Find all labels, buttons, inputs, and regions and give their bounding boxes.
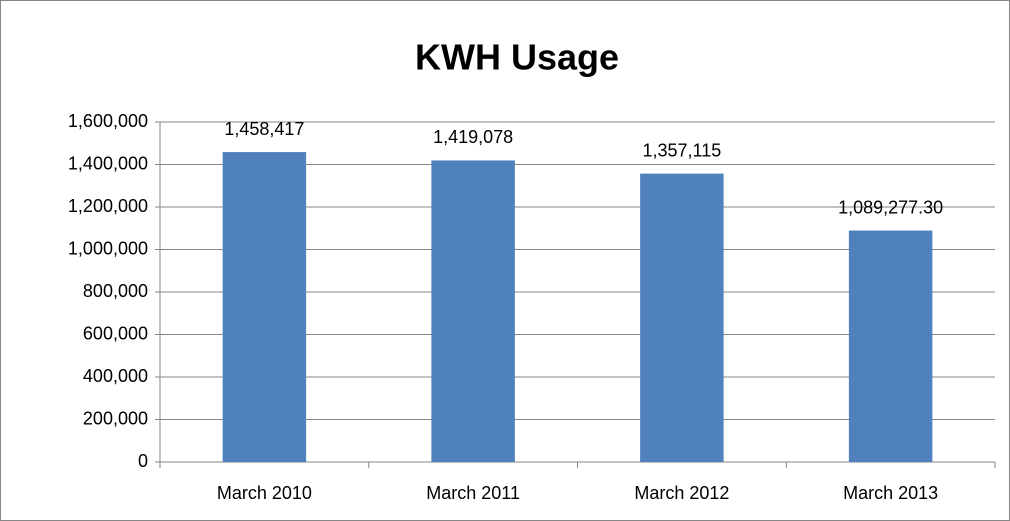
bar bbox=[222, 152, 307, 463]
y-tick-label: 1,000,000 bbox=[68, 238, 148, 258]
x-tick-label: March 2011 bbox=[426, 483, 520, 503]
y-tick-label: 1,400,000 bbox=[68, 153, 148, 173]
y-tick-label: 600,000 bbox=[83, 323, 148, 343]
y-tick-label: 0 bbox=[138, 451, 148, 471]
x-tick-label: March 2010 bbox=[217, 483, 312, 503]
y-tick-label: 1,600,000 bbox=[68, 111, 148, 131]
x-tick-label: March 2012 bbox=[634, 483, 729, 503]
y-tick-label: 200,000 bbox=[83, 408, 148, 428]
y-tick-label: 400,000 bbox=[83, 366, 148, 386]
value-label: 1,458,417 bbox=[224, 119, 304, 139]
value-label: 1,419,078 bbox=[433, 127, 513, 147]
bar bbox=[848, 230, 933, 462]
bar bbox=[431, 160, 515, 462]
y-tick-label: 1,200,000 bbox=[68, 196, 148, 216]
value-label: 1,357,115 bbox=[643, 140, 722, 160]
y-tick-label: 800,000 bbox=[83, 281, 148, 301]
chart-title: KWH Usage bbox=[415, 37, 619, 78]
x-tick-label: March 2013 bbox=[843, 483, 938, 503]
value-label: 1,089,277.30 bbox=[838, 197, 943, 217]
bar bbox=[640, 173, 724, 462]
